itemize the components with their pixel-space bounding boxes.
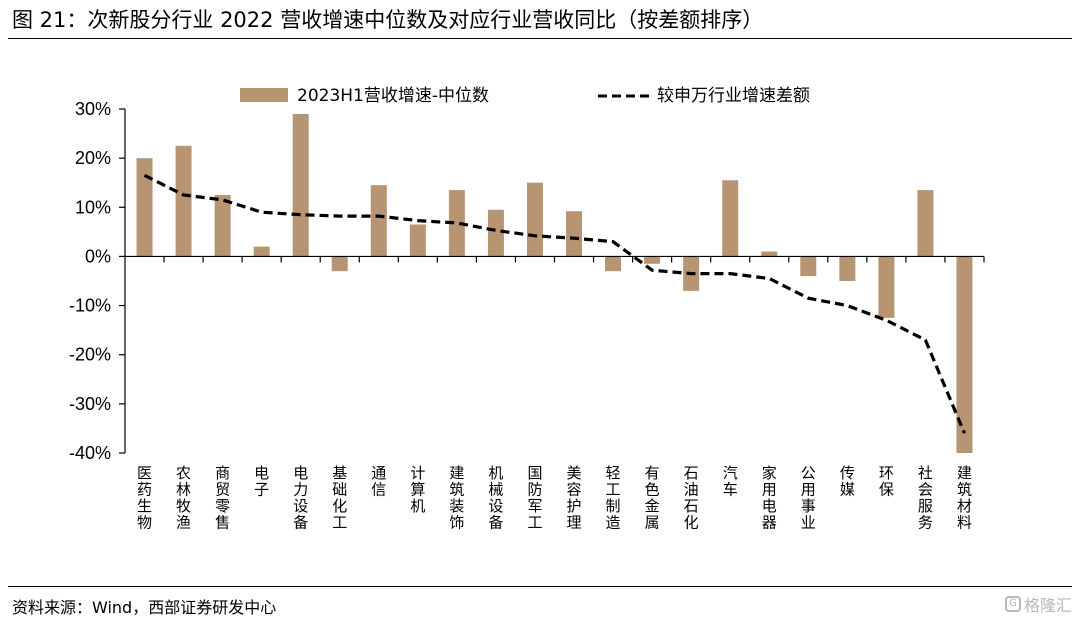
bar: [605, 256, 621, 271]
bar: [566, 211, 582, 256]
bar: [410, 224, 426, 256]
x-tick-label: 家用电器: [762, 464, 777, 532]
x-tick-label: 有色金属: [645, 464, 660, 532]
legend-line-label: 较申万行业增速差额: [657, 86, 810, 106]
bar: [488, 210, 504, 257]
watermark-text: 格隆汇: [1024, 592, 1072, 616]
x-tick-label: 商贸零售: [215, 464, 230, 532]
plot-area: 30% 20% 10% 0% -10% -20% -30% -40% 医药生物 农林牧渔 商贸零售 电…: [69, 99, 984, 532]
y-tick-label: -20%: [69, 345, 111, 365]
legend: 2023H1营收增速-中位数 较申万行业增速差额: [240, 86, 810, 106]
bar: [371, 185, 387, 256]
source-note: 资料来源：Wind，西部证券研发中心: [12, 594, 276, 618]
x-tick-label: 机械设备: [488, 464, 503, 532]
x-tick-label: 环保: [879, 464, 894, 499]
legend-bar-label: 2023H1营收增速-中位数: [297, 86, 489, 106]
bar: [332, 256, 348, 271]
bar: [254, 247, 270, 257]
legend-bar-swatch: [240, 88, 288, 102]
x-tick-label: 建筑材料: [957, 464, 972, 532]
watermark: G 格隆汇: [1005, 592, 1072, 616]
x-tick-label: 轻工制造: [606, 464, 621, 532]
line-series: [145, 175, 965, 433]
x-tick-label: 美容护理: [567, 464, 582, 532]
x-tick-label: 石油石化: [684, 464, 699, 532]
bar: [722, 180, 738, 256]
y-tick-label: 20%: [75, 148, 111, 168]
bar: [800, 256, 816, 276]
chart-canvas: 2023H1营收增速-中位数 较申万行业增速差额 30% 20% 10% 0% -10%…: [0, 0, 1080, 590]
bar: [137, 158, 153, 256]
x-tick-label: 建筑装饰: [449, 464, 464, 532]
x-tick-label: 计算机: [410, 464, 425, 515]
y-tick-label: 10%: [75, 197, 111, 217]
x-tick-label: 医药生物: [137, 464, 152, 532]
bar: [917, 190, 933, 256]
y-tick-label: 0%: [85, 246, 111, 266]
bar: [215, 195, 231, 256]
x-tick-label: 公用事业: [801, 464, 816, 532]
x-tick-label: 国防军工: [527, 464, 542, 532]
x-tick-label: 传媒: [840, 464, 855, 499]
y-tick-label: -30%: [69, 394, 111, 414]
x-tick-label: 农林牧渔: [176, 464, 191, 532]
bar: [878, 256, 894, 317]
x-tick-label: 汽车: [723, 464, 738, 499]
watermark-logo-icon: G: [1005, 596, 1021, 612]
x-tick-label: 通信: [371, 464, 386, 499]
y-tick-label: 30%: [75, 99, 111, 119]
bar: [761, 252, 777, 257]
x-tick-label: 社会服务: [918, 464, 933, 532]
bar: [176, 146, 192, 257]
bar: [839, 256, 855, 281]
y-tick-label: -10%: [69, 296, 111, 316]
footer-rule: [8, 586, 1072, 587]
bar: [293, 114, 309, 257]
bar: [527, 183, 543, 257]
y-tick-label: -40%: [69, 443, 111, 463]
bar: [644, 256, 660, 263]
x-tick-label: 基础化工: [332, 464, 347, 532]
x-tick-label: 电力设备: [293, 464, 308, 532]
x-tick-label: 电子: [254, 464, 269, 499]
